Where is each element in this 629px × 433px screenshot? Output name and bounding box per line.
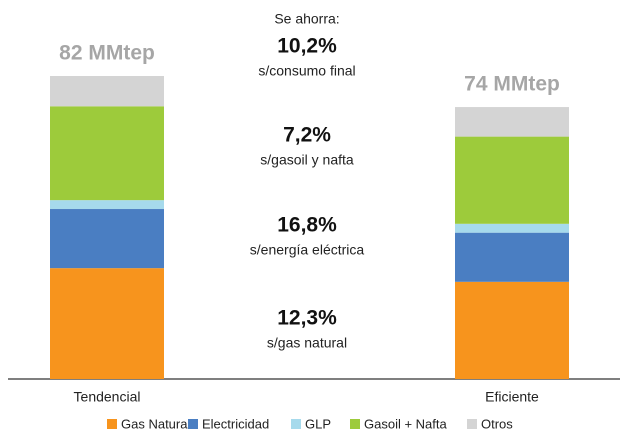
bar-segment — [455, 232, 569, 282]
legend-swatch — [107, 419, 117, 429]
savings-percent: 10,2% — [277, 35, 337, 58]
total-label: 74 MMtep — [464, 73, 560, 96]
savings-title: Se ahorra: — [274, 11, 339, 27]
legend-swatch — [350, 419, 360, 429]
x-tick-label: Tendencial — [74, 389, 141, 405]
bar-segment — [50, 209, 164, 269]
legend-swatch — [291, 419, 301, 429]
savings-label: s/gas natural — [267, 335, 347, 351]
legend-label: GLP — [305, 416, 331, 431]
savings-percent: 16,8% — [277, 214, 337, 237]
legend-label: Otros — [481, 416, 513, 431]
bar-segment — [50, 200, 164, 210]
bar-segment — [455, 223, 569, 233]
legend-swatch — [467, 419, 477, 429]
total-label: 82 MMtep — [59, 42, 155, 65]
savings-percent: 12,3% — [277, 307, 337, 330]
bar-segment — [455, 107, 569, 137]
legend-label: Gasoil + Nafta — [364, 416, 448, 431]
savings-label: s/energía eléctrica — [250, 242, 365, 258]
savings-percent: 7,2% — [283, 124, 331, 147]
bar-segment — [455, 281, 569, 379]
bar-segment — [455, 136, 569, 224]
bar-segment — [50, 268, 164, 379]
savings-label: s/gasoil y nafta — [260, 152, 354, 168]
bar-segment — [50, 76, 164, 107]
savings-label: s/consumo final — [258, 63, 355, 79]
legend-label: Gas Natural — [121, 416, 190, 431]
legend-swatch — [188, 419, 198, 429]
x-tick-label: Eficiente — [485, 389, 539, 405]
legend-label: Electricidad — [202, 416, 269, 431]
bar-segment — [50, 106, 164, 201]
